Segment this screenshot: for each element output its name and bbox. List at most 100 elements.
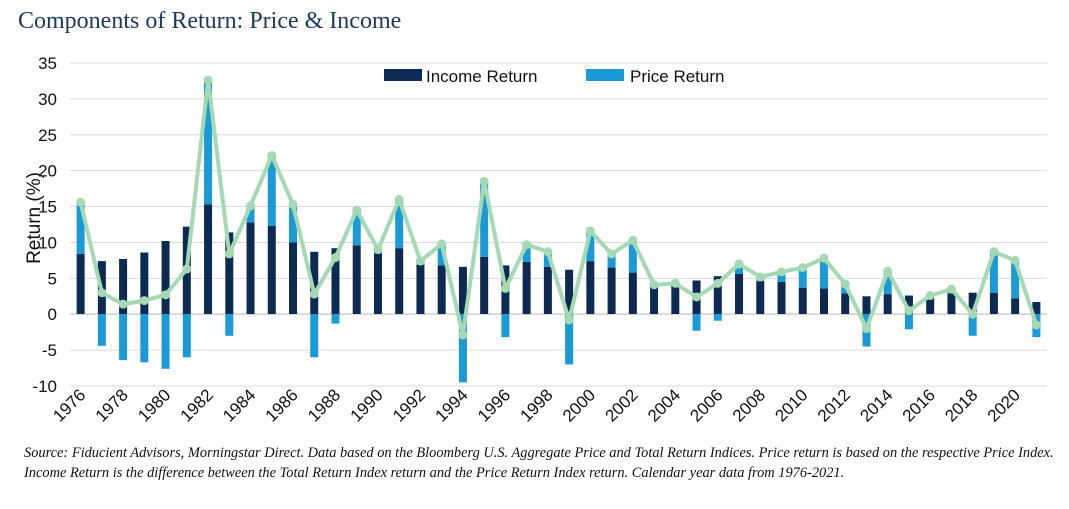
price-bar xyxy=(480,181,489,257)
total-return-point xyxy=(161,290,171,300)
income-bar xyxy=(671,285,680,314)
price-bar xyxy=(798,267,807,288)
total-return-point xyxy=(437,239,447,249)
price-bar xyxy=(76,202,85,254)
y-tick-label: -10 xyxy=(32,377,57,396)
total-return-point xyxy=(989,247,999,257)
total-return-point xyxy=(139,296,149,306)
total-return-point xyxy=(585,226,595,236)
income-bar xyxy=(76,253,85,314)
total-return-point xyxy=(330,253,340,263)
price-bar xyxy=(692,314,701,331)
income-bar xyxy=(352,245,361,314)
total-return-point xyxy=(1010,255,1020,265)
y-axis-label: Return (%) xyxy=(24,172,45,264)
income-bar xyxy=(713,276,722,314)
income-bar xyxy=(841,293,850,314)
price-bar xyxy=(628,240,637,273)
total-return-point xyxy=(309,289,319,299)
income-bar xyxy=(862,296,871,314)
total-return-polyline xyxy=(78,78,1039,337)
total-return-point xyxy=(1031,320,1041,330)
x-tick-label: 1990 xyxy=(347,385,387,425)
price-bar xyxy=(777,271,786,282)
income-bar xyxy=(119,258,128,314)
total-return-point xyxy=(925,291,935,301)
income-bar xyxy=(140,252,149,314)
legend-label-price: Price Return xyxy=(630,67,724,86)
y-tick-label: 35 xyxy=(38,54,57,73)
total-return-point xyxy=(415,256,425,266)
total-return-point xyxy=(968,309,978,319)
y-tick-label: 25 xyxy=(38,126,57,145)
price-bar xyxy=(140,314,149,363)
bars xyxy=(76,80,1041,383)
total-return-point xyxy=(182,264,192,274)
price-bar xyxy=(586,230,595,262)
x-tick-label: 1996 xyxy=(474,385,514,425)
x-tick-label: 1998 xyxy=(517,385,557,425)
total-return-point xyxy=(394,194,404,204)
income-bar xyxy=(904,295,913,314)
total-return-point xyxy=(543,247,553,257)
price-bar xyxy=(289,204,298,243)
income-bar xyxy=(395,248,404,314)
y-tick-label: 10 xyxy=(38,233,57,252)
income-bar xyxy=(1011,298,1020,314)
x-tick-label: 1994 xyxy=(432,385,472,425)
income-bar xyxy=(437,265,446,314)
total-return-point xyxy=(97,288,107,298)
total-return-point xyxy=(861,324,871,334)
income-bar xyxy=(289,242,298,314)
x-tick-label: 1986 xyxy=(262,385,302,425)
total-return-point xyxy=(607,249,617,259)
total-return-point xyxy=(649,280,659,290)
price-bar xyxy=(522,244,531,262)
total-return-point xyxy=(458,330,468,340)
x-tick-label: 2000 xyxy=(559,385,599,425)
x-tick-label: 1992 xyxy=(389,385,429,425)
total-return-point xyxy=(883,266,893,276)
x-tick-label: 2016 xyxy=(899,385,939,425)
total-return-point xyxy=(713,278,723,288)
income-bar xyxy=(628,272,637,314)
total-return-point xyxy=(479,176,489,186)
income-bar xyxy=(650,286,659,314)
price-bar xyxy=(437,243,446,266)
total-return-point xyxy=(946,284,956,294)
total-return-point xyxy=(352,205,362,215)
income-bar xyxy=(522,261,531,314)
income-bar xyxy=(798,287,807,314)
income-bar xyxy=(246,222,255,314)
price-bar xyxy=(225,314,234,336)
income-bar xyxy=(926,296,935,314)
price-bar xyxy=(989,251,998,293)
income-bar xyxy=(777,281,786,314)
income-bar xyxy=(735,274,744,314)
total-return-point xyxy=(755,272,765,282)
income-bar xyxy=(373,253,382,314)
total-return-point xyxy=(692,292,702,302)
legend-label-income: Income Return xyxy=(426,67,538,86)
x-tick-label: 2010 xyxy=(771,385,811,425)
x-tick-label: 2008 xyxy=(729,385,769,425)
y-tick-label: 20 xyxy=(38,162,57,181)
income-bar xyxy=(331,248,340,314)
total-return-point xyxy=(288,199,298,209)
price-bar xyxy=(565,314,574,365)
chart-svg: -10 -5 0 5 10 15 20 25 30 35 1976 1978 1980 1982 1984… xyxy=(24,54,1047,426)
y-tick-label: 30 xyxy=(38,90,57,109)
income-bar xyxy=(310,251,319,314)
total-return-point xyxy=(734,259,744,269)
price-bar xyxy=(246,205,255,223)
total-return-point xyxy=(628,235,638,245)
price-bar xyxy=(543,252,552,267)
income-bar xyxy=(480,256,489,314)
price-bar xyxy=(904,314,913,330)
income-bar xyxy=(161,241,170,314)
total-return-point xyxy=(118,299,128,309)
legend-swatch-income xyxy=(384,69,422,81)
total-return-point xyxy=(904,306,914,316)
total-return-point xyxy=(798,263,808,273)
x-tick-label: 2006 xyxy=(686,385,726,425)
